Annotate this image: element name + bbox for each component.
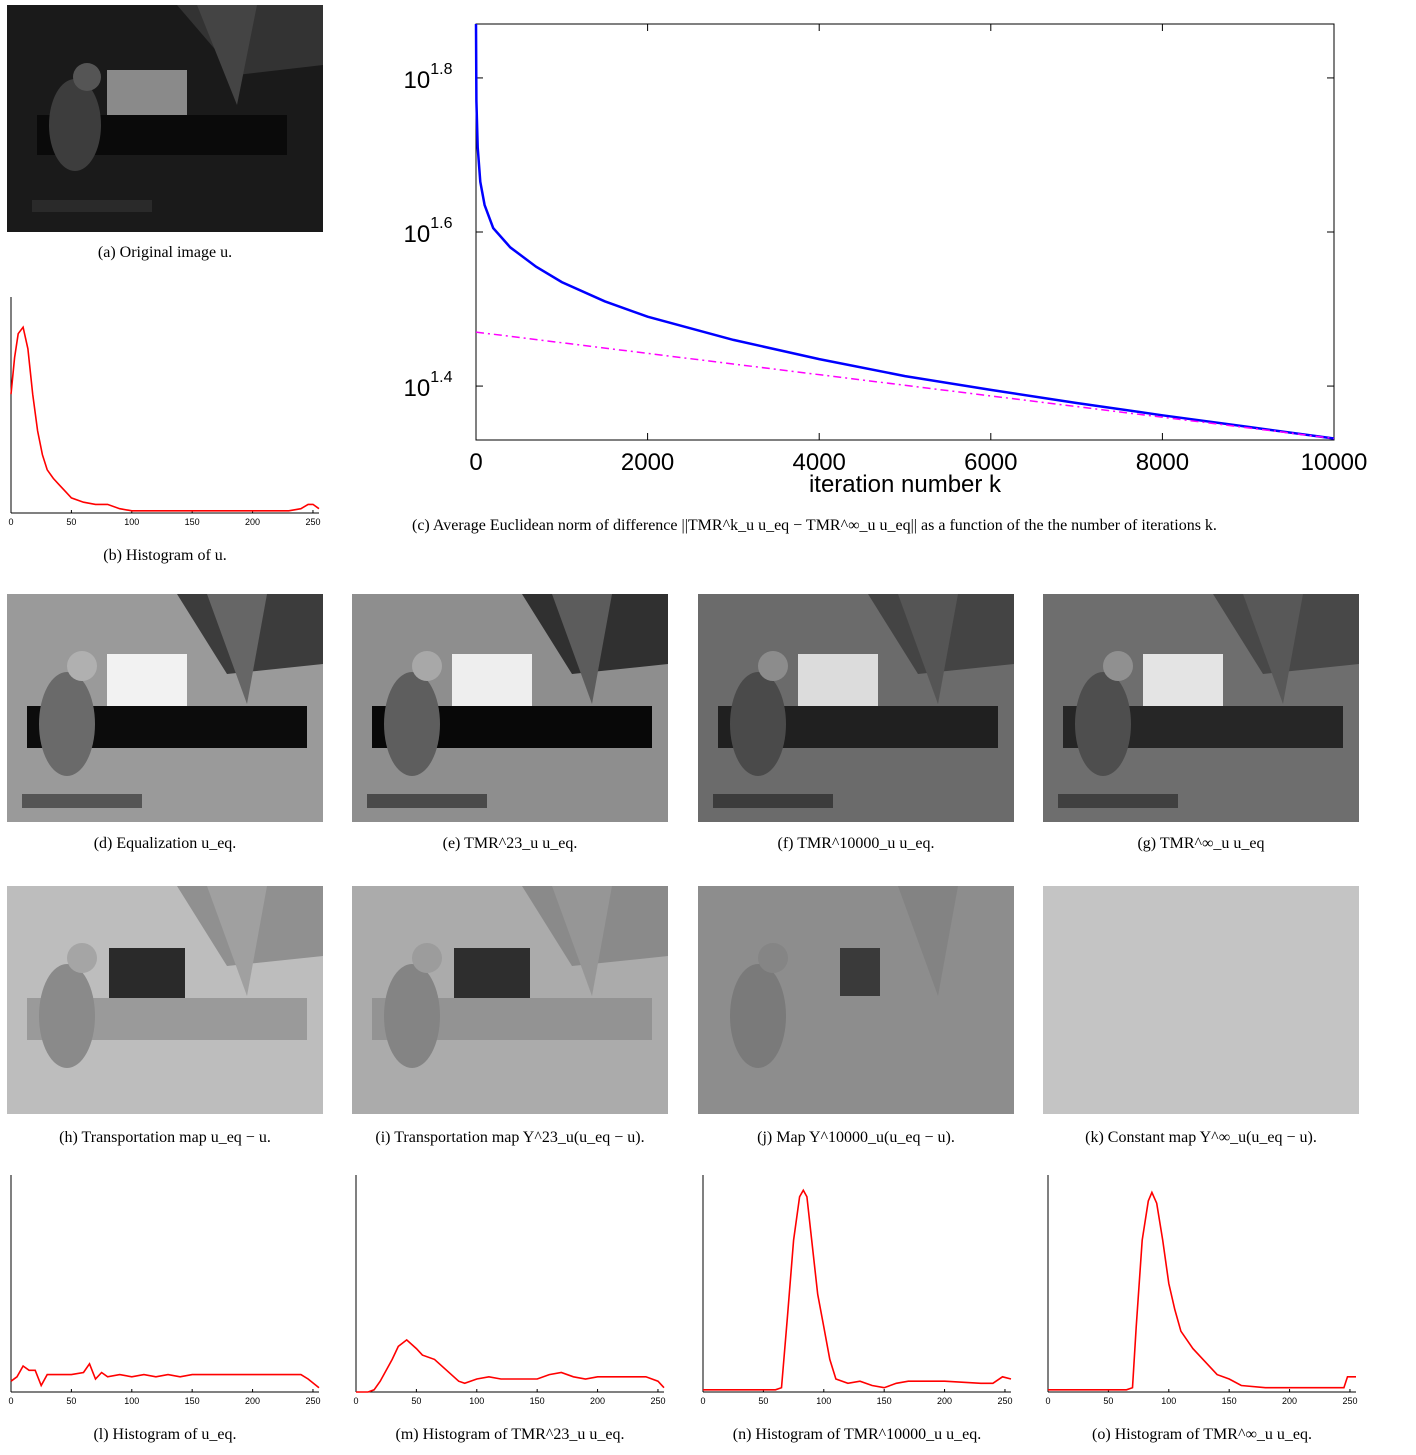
x-tick-label: 200 bbox=[1282, 1396, 1297, 1406]
x-tick-label: 50 bbox=[758, 1396, 768, 1406]
x-tick-label: 100 bbox=[1161, 1396, 1176, 1406]
piano-photo-dark bbox=[7, 5, 323, 232]
caption-o: (o) Histogram of TMR^∞_u u_eq. bbox=[1092, 1426, 1312, 1443]
caption-m: (m) Histogram of TMR^23_u u_eq. bbox=[395, 1426, 625, 1443]
x-tick-label: 6000 bbox=[964, 449, 1017, 476]
x-tick-label: 2000 bbox=[621, 449, 674, 476]
histogram-line bbox=[1048, 1190, 1356, 1391]
x-tick-label: 200 bbox=[590, 1396, 605, 1406]
chart-b: 0 50 100 150 200 250 bbox=[8, 297, 320, 527]
x-tick-label: 0 bbox=[353, 1396, 358, 1406]
series-blue bbox=[474, 23, 1335, 440]
x-tick-label: 150 bbox=[185, 517, 200, 527]
y-tick-label: 101.4 bbox=[404, 369, 453, 402]
x-tick-label: 200 bbox=[937, 1396, 952, 1406]
x-tick-label: 250 bbox=[650, 1396, 665, 1406]
caption-l: (l) Histogram of u_eq. bbox=[93, 1426, 237, 1443]
y-tick-exponent: 1.4 bbox=[430, 369, 452, 386]
x-tick-label: 250 bbox=[305, 517, 320, 527]
caption-k: (k) Constant map Y^∞_u(u_eq − u). bbox=[1085, 1129, 1317, 1146]
histogram-line bbox=[356, 1338, 665, 1393]
x-tick-label: 150 bbox=[185, 1396, 200, 1406]
caption-i: (i) Transportation map Y^23_u(u_eq − u). bbox=[375, 1129, 645, 1146]
caption-h: (h) Transportation map u_eq − u. bbox=[59, 1129, 271, 1146]
piano-photo-equalized bbox=[7, 594, 323, 822]
chart-n: 0 50 100 150 200 250 bbox=[700, 1175, 1012, 1406]
series-magenta bbox=[475, 331, 1335, 440]
y-tick-label: 101.8 bbox=[404, 61, 453, 94]
x-tick-label: 100 bbox=[124, 1396, 139, 1406]
x-tick-label: 100 bbox=[469, 1396, 484, 1406]
map-constant bbox=[1043, 886, 1359, 1114]
image-tmr-inf bbox=[1043, 594, 1359, 822]
x-tick-label: 0 bbox=[1045, 1396, 1050, 1406]
piano-photo-tmr10000 bbox=[698, 594, 1014, 822]
caption-g: (g) TMR^∞_u u_eq bbox=[1137, 835, 1265, 852]
x-tick-label: 100 bbox=[124, 517, 139, 527]
x-tick-label: 250 bbox=[1342, 1396, 1357, 1406]
caption-e: (e) TMR^23_u u_eq. bbox=[442, 835, 578, 852]
x-tick-label: 200 bbox=[245, 517, 260, 527]
transport-map-y23-photo bbox=[352, 886, 668, 1114]
x-tick-label: 50 bbox=[411, 1396, 421, 1406]
x-tick-label: 100 bbox=[816, 1396, 831, 1406]
map-y10000 bbox=[698, 886, 1014, 1114]
caption-b: (b) Histogram of u. bbox=[103, 547, 227, 564]
caption-f: (f) TMR^10000_u u_eq. bbox=[777, 835, 935, 852]
x-tick-label: 150 bbox=[530, 1396, 545, 1406]
image-tmr10000 bbox=[698, 594, 1014, 822]
histogram-line bbox=[10, 1362, 320, 1389]
chart-l: 0 50 100 150 200 250 bbox=[8, 1175, 320, 1406]
x-tick-label: 0 bbox=[469, 449, 482, 476]
image-original bbox=[7, 5, 323, 232]
x-tick-label: 0 bbox=[700, 1396, 705, 1406]
x-tick-label: 4000 bbox=[793, 449, 846, 476]
chart-o: 0 50 100 150 200 250 bbox=[1045, 1175, 1357, 1406]
chart-m: 0 50 100 150 200 250 bbox=[353, 1175, 665, 1406]
piano-photo-tmr-inf bbox=[1043, 594, 1359, 822]
histogram-line bbox=[703, 1188, 1012, 1391]
piano-photo-tmr23 bbox=[352, 594, 668, 822]
x-tick-label: 250 bbox=[305, 1396, 320, 1406]
x-tick-label: 50 bbox=[1103, 1396, 1113, 1406]
x-tick-label: 10000 bbox=[1301, 449, 1368, 476]
caption-d: (d) Equalization u_eq. bbox=[93, 835, 237, 852]
caption-j: (j) Map Y^10000_u(u_eq − u). bbox=[757, 1129, 955, 1146]
x-tick-label: 200 bbox=[245, 1396, 260, 1406]
x-tick-label: 0 bbox=[8, 1396, 13, 1406]
y-tick-exponent: 1.8 bbox=[430, 61, 452, 78]
plot-frame bbox=[475, 23, 1335, 441]
chart-c: 0 2000 4000 6000 8000 10000 101.4 101.6 101.8 ite… bbox=[404, 23, 1368, 498]
x-tick-label: 250 bbox=[997, 1396, 1012, 1406]
image-tmr23 bbox=[352, 594, 668, 822]
x-axis-label: iteration number k bbox=[809, 471, 1002, 498]
caption-a: (a) Original image u. bbox=[97, 244, 233, 261]
x-tick-label: 150 bbox=[877, 1396, 892, 1406]
caption-c: (c) Average Euclidean norm of difference… bbox=[412, 517, 1217, 534]
y-tick-exponent: 1.6 bbox=[430, 215, 452, 232]
x-tick-label: 50 bbox=[66, 1396, 76, 1406]
map-ueq-minus-u bbox=[7, 886, 323, 1114]
x-tick-label: 150 bbox=[1222, 1396, 1237, 1406]
y-tick-label: 101.6 bbox=[404, 215, 453, 248]
caption-n: (n) Histogram of TMR^10000_u u_eq. bbox=[732, 1426, 982, 1443]
transport-map-y10000-photo bbox=[698, 886, 1014, 1114]
x-tick-label: 8000 bbox=[1136, 449, 1189, 476]
histogram-line bbox=[10, 325, 320, 512]
transport-map-photo bbox=[7, 886, 323, 1114]
map-y23 bbox=[352, 886, 668, 1114]
x-tick-label: 50 bbox=[66, 517, 76, 527]
x-tick-label: 0 bbox=[8, 517, 13, 527]
image-equalization bbox=[7, 594, 323, 822]
